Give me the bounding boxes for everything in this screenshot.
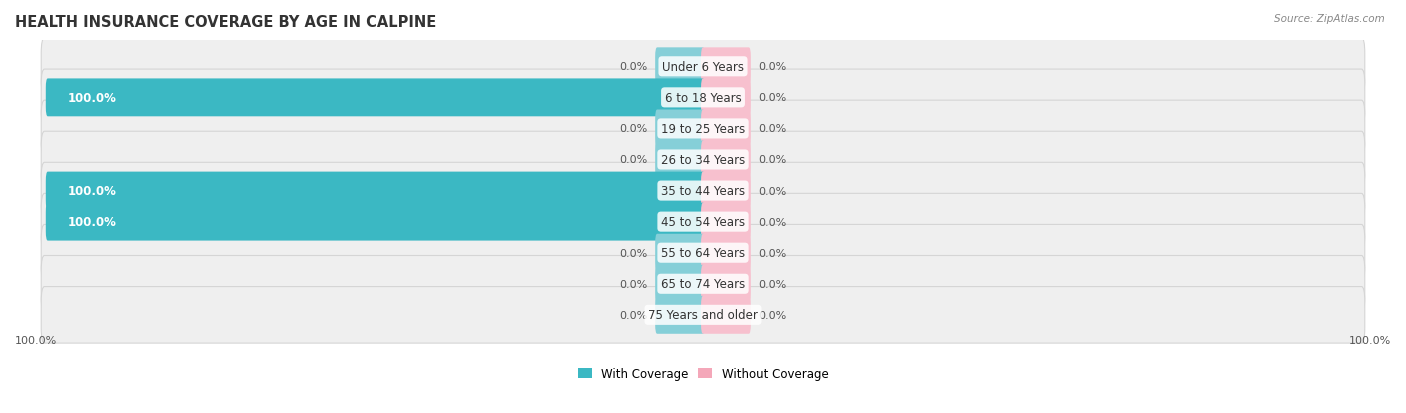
FancyBboxPatch shape xyxy=(46,79,704,117)
Text: 75 Years and older: 75 Years and older xyxy=(648,309,758,322)
FancyBboxPatch shape xyxy=(702,110,751,148)
FancyBboxPatch shape xyxy=(46,203,704,241)
FancyBboxPatch shape xyxy=(41,39,1365,95)
Text: 0.0%: 0.0% xyxy=(759,155,787,165)
FancyBboxPatch shape xyxy=(41,256,1365,312)
FancyBboxPatch shape xyxy=(702,296,751,334)
Text: 0.0%: 0.0% xyxy=(759,248,787,258)
Text: 65 to 74 Years: 65 to 74 Years xyxy=(661,278,745,291)
Text: 0.0%: 0.0% xyxy=(619,279,647,289)
Text: 0.0%: 0.0% xyxy=(759,310,787,320)
Text: 55 to 64 Years: 55 to 64 Years xyxy=(661,247,745,260)
Text: 0.0%: 0.0% xyxy=(759,124,787,134)
Text: 0.0%: 0.0% xyxy=(759,186,787,196)
FancyBboxPatch shape xyxy=(46,172,704,210)
FancyBboxPatch shape xyxy=(41,101,1365,157)
Text: 0.0%: 0.0% xyxy=(759,279,787,289)
FancyBboxPatch shape xyxy=(655,110,704,148)
Text: 100.0%: 100.0% xyxy=(67,216,117,228)
Text: 0.0%: 0.0% xyxy=(619,155,647,165)
Text: 6 to 18 Years: 6 to 18 Years xyxy=(665,92,741,104)
FancyBboxPatch shape xyxy=(41,132,1365,188)
Text: HEALTH INSURANCE COVERAGE BY AGE IN CALPINE: HEALTH INSURANCE COVERAGE BY AGE IN CALP… xyxy=(15,15,436,30)
FancyBboxPatch shape xyxy=(702,203,751,241)
Text: Under 6 Years: Under 6 Years xyxy=(662,61,744,74)
FancyBboxPatch shape xyxy=(41,163,1365,219)
Text: 100.0%: 100.0% xyxy=(1348,335,1391,345)
FancyBboxPatch shape xyxy=(702,234,751,272)
FancyBboxPatch shape xyxy=(655,48,704,86)
FancyBboxPatch shape xyxy=(41,194,1365,250)
Text: Source: ZipAtlas.com: Source: ZipAtlas.com xyxy=(1274,14,1385,24)
Text: 0.0%: 0.0% xyxy=(619,310,647,320)
Text: 0.0%: 0.0% xyxy=(759,62,787,72)
Text: 100.0%: 100.0% xyxy=(67,185,117,197)
FancyBboxPatch shape xyxy=(655,234,704,272)
FancyBboxPatch shape xyxy=(655,141,704,179)
FancyBboxPatch shape xyxy=(702,141,751,179)
FancyBboxPatch shape xyxy=(655,265,704,303)
Text: 35 to 44 Years: 35 to 44 Years xyxy=(661,185,745,197)
Legend: With Coverage, Without Coverage: With Coverage, Without Coverage xyxy=(578,367,828,380)
FancyBboxPatch shape xyxy=(702,172,751,210)
FancyBboxPatch shape xyxy=(41,287,1365,343)
FancyBboxPatch shape xyxy=(41,70,1365,126)
Text: 0.0%: 0.0% xyxy=(619,248,647,258)
FancyBboxPatch shape xyxy=(702,48,751,86)
FancyBboxPatch shape xyxy=(655,296,704,334)
Text: 100.0%: 100.0% xyxy=(67,92,117,104)
Text: 19 to 25 Years: 19 to 25 Years xyxy=(661,123,745,135)
FancyBboxPatch shape xyxy=(702,79,751,117)
Text: 0.0%: 0.0% xyxy=(619,62,647,72)
Text: 26 to 34 Years: 26 to 34 Years xyxy=(661,154,745,166)
Text: 0.0%: 0.0% xyxy=(759,93,787,103)
Text: 45 to 54 Years: 45 to 54 Years xyxy=(661,216,745,228)
Text: 100.0%: 100.0% xyxy=(15,335,58,345)
FancyBboxPatch shape xyxy=(41,225,1365,281)
Text: 0.0%: 0.0% xyxy=(619,124,647,134)
FancyBboxPatch shape xyxy=(702,265,751,303)
Text: 0.0%: 0.0% xyxy=(759,217,787,227)
